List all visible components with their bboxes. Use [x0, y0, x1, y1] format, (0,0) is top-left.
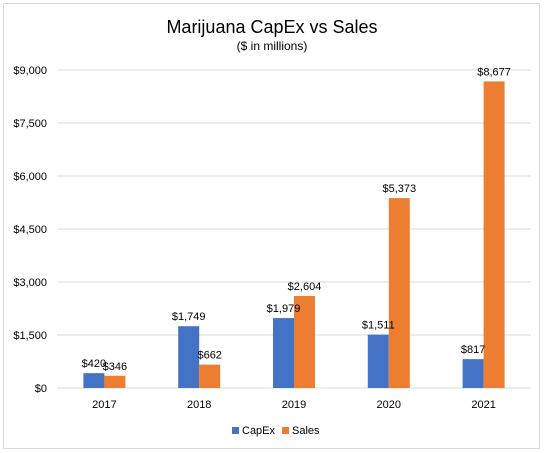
data-label: $1,749 [172, 311, 206, 323]
y-tick-label: $7,500 [13, 118, 47, 130]
data-label: $5,373 [382, 183, 416, 195]
x-tick-label: 2018 [187, 399, 211, 411]
x-tick-label: 2021 [471, 399, 495, 411]
x-tick-label: 2020 [377, 399, 401, 411]
bar-sales [199, 364, 221, 388]
y-tick-label: $0 [35, 383, 47, 395]
chart-subtitle: ($ in millions) [237, 39, 308, 53]
data-label: $346 [103, 361, 127, 373]
legend-swatch-capex [232, 427, 239, 434]
bar-capex [178, 326, 200, 388]
bar-sales [388, 198, 410, 388]
bar-capex [367, 334, 389, 388]
data-label: $8,677 [477, 66, 511, 78]
x-tick-label: 2017 [92, 399, 116, 411]
data-label: $817 [461, 344, 485, 356]
data-label: $662 [197, 350, 221, 362]
bars [83, 81, 505, 389]
bar-sales [483, 81, 505, 389]
bar-sales [104, 375, 126, 388]
y-axis-ticks: $0 $1,500 $3,000 $4,500 $6,000 $7,500 $9,000 [13, 65, 47, 395]
y-tick-label: $1,500 [13, 330, 47, 342]
bar-capex [273, 318, 294, 388]
y-tick-label: $3,000 [13, 277, 47, 289]
y-tick-label: $9,000 [13, 65, 47, 77]
chart-title: Marijuana CapEx vs Sales [166, 17, 377, 37]
data-label: $1,511 [362, 320, 395, 332]
x-tick-label: 2019 [282, 399, 306, 411]
gridlines [57, 69, 531, 389]
y-tick-label: $4,500 [13, 224, 47, 236]
data-label: $420 [82, 358, 106, 370]
legend-label-sales: Sales [292, 425, 320, 437]
bar-capex [462, 359, 484, 388]
bar-sales [294, 295, 315, 388]
y-tick-label: $6,000 [13, 171, 47, 183]
legend-swatch-sales [282, 427, 289, 434]
legend: CapEx Sales [232, 425, 320, 437]
x-axis-ticks: 2017 2018 2019 2020 2021 [92, 399, 496, 411]
data-labels: $420$346 $1,749 $662 $1,979 $2,604 $1,511 $5,3… [82, 66, 511, 372]
bar-capex [83, 373, 105, 388]
data-label: $1,979 [267, 303, 301, 315]
data-label: $2,604 [288, 281, 322, 293]
legend-label-capex: CapEx [242, 425, 276, 437]
